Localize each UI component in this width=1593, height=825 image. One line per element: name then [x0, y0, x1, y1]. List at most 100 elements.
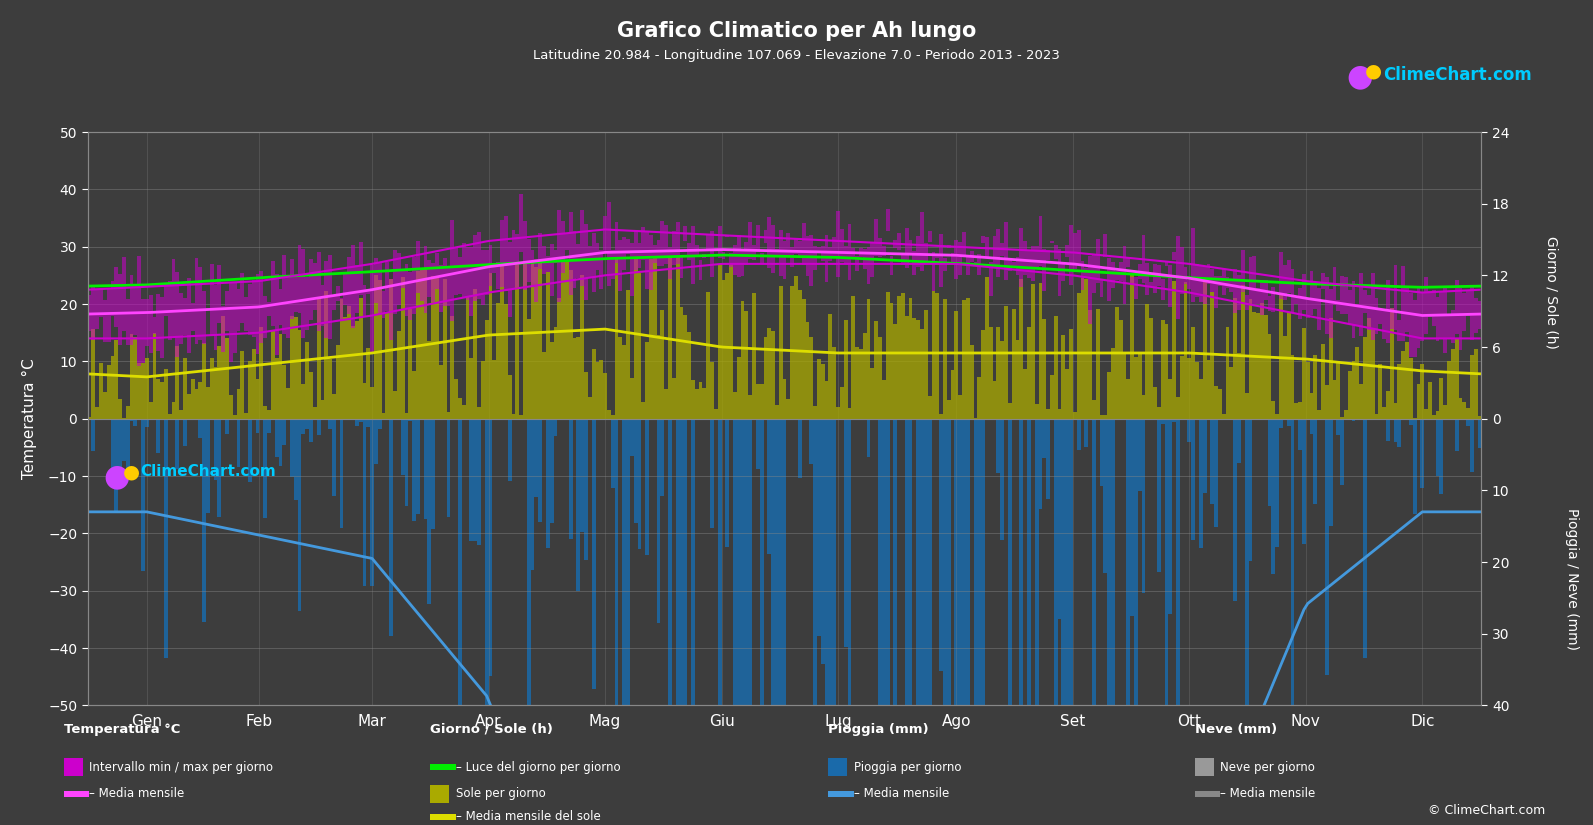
- Bar: [946, 245, 951, 248]
- Bar: [779, 419, 782, 825]
- Bar: [1244, 419, 1249, 753]
- Bar: [569, 271, 572, 419]
- Bar: [680, 419, 683, 825]
- Bar: [1249, 419, 1252, 561]
- Bar: [1091, 419, 1096, 825]
- Bar: [218, 346, 221, 419]
- Bar: [1137, 353, 1142, 419]
- Bar: [1161, 419, 1164, 424]
- Bar: [566, 261, 569, 419]
- Bar: [809, 235, 812, 285]
- Bar: [1230, 280, 1233, 292]
- Bar: [1287, 313, 1290, 419]
- Bar: [156, 379, 161, 419]
- Bar: [1462, 402, 1466, 419]
- Bar: [828, 419, 832, 825]
- Bar: [558, 299, 561, 419]
- Bar: [126, 419, 129, 473]
- Bar: [1321, 345, 1325, 419]
- Bar: [710, 362, 714, 419]
- Bar: [432, 263, 435, 302]
- Bar: [771, 331, 776, 419]
- Bar: [274, 419, 279, 457]
- Bar: [293, 318, 298, 419]
- Bar: [1066, 369, 1069, 419]
- Bar: [924, 243, 927, 262]
- Bar: [1309, 393, 1314, 419]
- Bar: [1118, 320, 1123, 419]
- Bar: [714, 248, 718, 251]
- Bar: [88, 417, 91, 419]
- Bar: [978, 419, 981, 825]
- Bar: [279, 289, 282, 325]
- Bar: [164, 284, 167, 317]
- Bar: [1279, 252, 1282, 299]
- Bar: [1474, 298, 1478, 332]
- Bar: [129, 419, 134, 422]
- Bar: [126, 299, 129, 345]
- Bar: [610, 419, 615, 488]
- Bar: [836, 211, 840, 276]
- Bar: [867, 248, 870, 284]
- Bar: [973, 262, 978, 265]
- Bar: [542, 247, 546, 274]
- Bar: [984, 238, 989, 257]
- Bar: [1134, 357, 1137, 419]
- Bar: [252, 280, 255, 337]
- Bar: [287, 388, 290, 419]
- Bar: [274, 358, 279, 419]
- Bar: [757, 384, 760, 419]
- Bar: [282, 365, 287, 419]
- Bar: [840, 229, 844, 262]
- Bar: [1164, 262, 1168, 266]
- Bar: [1000, 419, 1004, 540]
- Bar: [656, 335, 661, 419]
- Bar: [1306, 362, 1309, 419]
- Bar: [653, 245, 656, 263]
- Bar: [782, 241, 787, 279]
- Bar: [1424, 276, 1427, 334]
- Bar: [1027, 328, 1031, 419]
- Bar: [118, 399, 123, 419]
- Bar: [1200, 266, 1203, 302]
- Text: ●: ●: [123, 462, 140, 481]
- Bar: [1050, 241, 1055, 243]
- Bar: [878, 337, 883, 419]
- Bar: [1474, 349, 1478, 419]
- Bar: [293, 275, 298, 313]
- Bar: [951, 370, 954, 419]
- Bar: [855, 256, 859, 271]
- Bar: [145, 419, 148, 427]
- Bar: [1107, 372, 1110, 419]
- Bar: [424, 246, 427, 313]
- Bar: [1077, 419, 1080, 450]
- Bar: [279, 334, 282, 419]
- Bar: [515, 233, 519, 287]
- Bar: [894, 419, 897, 825]
- Bar: [534, 259, 538, 302]
- Bar: [213, 419, 218, 479]
- Bar: [615, 419, 618, 756]
- Bar: [1329, 419, 1333, 526]
- Bar: [847, 408, 851, 419]
- Bar: [1440, 419, 1443, 494]
- Bar: [553, 250, 558, 262]
- Bar: [817, 359, 820, 419]
- Bar: [233, 281, 236, 353]
- Bar: [886, 292, 889, 419]
- Bar: [298, 245, 301, 314]
- Bar: [110, 419, 115, 488]
- Bar: [255, 274, 260, 354]
- Bar: [1214, 386, 1219, 419]
- Bar: [462, 405, 465, 419]
- Bar: [1290, 419, 1295, 719]
- Bar: [683, 225, 687, 241]
- Bar: [1134, 419, 1137, 825]
- Bar: [309, 419, 312, 441]
- Bar: [959, 242, 962, 275]
- Bar: [1427, 382, 1432, 419]
- Bar: [607, 202, 610, 286]
- Bar: [1123, 246, 1126, 304]
- Bar: [221, 306, 225, 352]
- Bar: [1466, 290, 1470, 317]
